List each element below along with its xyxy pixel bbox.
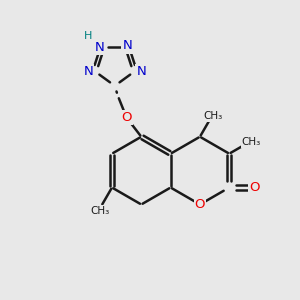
Text: O: O [195, 198, 205, 211]
Text: N: N [83, 65, 93, 78]
Text: N: N [94, 41, 104, 54]
Text: CH₃: CH₃ [242, 137, 261, 147]
Text: CH₃: CH₃ [204, 111, 223, 121]
Text: CH₃: CH₃ [91, 206, 110, 216]
Text: H: H [83, 31, 92, 41]
Text: O: O [121, 111, 132, 124]
Text: O: O [249, 181, 260, 194]
Text: N: N [122, 40, 132, 52]
Text: N: N [136, 65, 146, 78]
